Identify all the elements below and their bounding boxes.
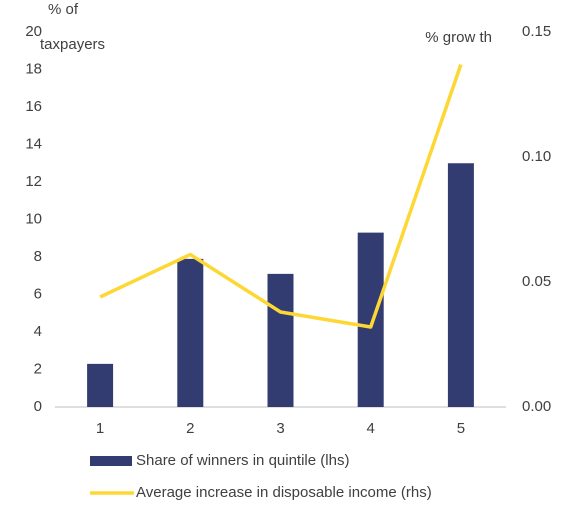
x-tick-label: 2 — [186, 420, 194, 437]
bar — [87, 363, 114, 407]
y-tick-label: 8 — [34, 248, 42, 265]
x-tick-label: 4 — [367, 420, 375, 437]
y-tick-label: 16 — [25, 98, 42, 115]
y-tick-label: 14 — [25, 135, 42, 152]
y-axis-label: taxpayers — [40, 36, 105, 53]
legend-swatch — [90, 456, 132, 466]
line — [99, 63, 463, 329]
y2-tick-label: 0.00 — [522, 398, 551, 415]
y-tick-label: 20 — [25, 23, 42, 40]
y2-tick-label: 0.15 — [522, 23, 551, 40]
y-tick-label: 12 — [25, 173, 42, 190]
y-tick-label: 2 — [34, 360, 42, 377]
y-tick-label: 4 — [34, 323, 42, 340]
x-tick-label: 3 — [276, 420, 284, 437]
legend-label: Share of winners in quintile (lhs) — [136, 452, 349, 469]
y-tick-label: 18 — [25, 60, 42, 77]
bar — [447, 163, 474, 407]
legend-label: Average increase in disposable income (r… — [136, 484, 432, 501]
y2-axis-label: % grow th — [425, 29, 492, 46]
x-tick-label: 5 — [457, 420, 465, 437]
y-axis-label: % of — [48, 1, 79, 18]
y-tick-label: 10 — [25, 210, 42, 227]
y2-tick-label: 0.05 — [522, 273, 551, 290]
y-tick-label: 0 — [34, 398, 42, 415]
bar — [177, 258, 204, 407]
y2-tick-label: 0.10 — [522, 148, 551, 165]
bar — [357, 232, 384, 407]
y-tick-label: 6 — [34, 285, 42, 302]
x-tick-label: 1 — [96, 420, 104, 437]
bar — [267, 273, 294, 407]
